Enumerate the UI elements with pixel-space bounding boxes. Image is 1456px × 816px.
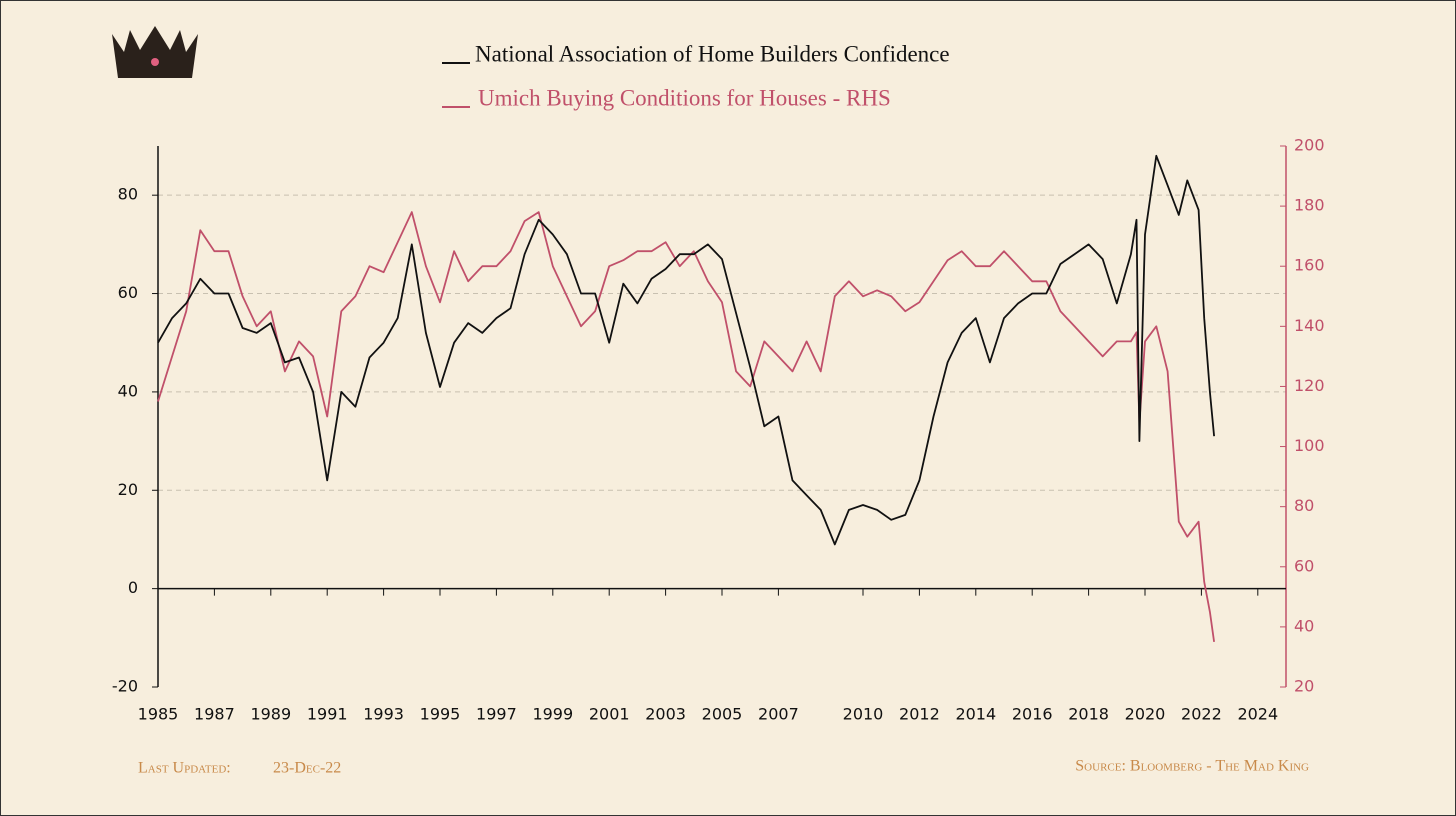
x-tick-label: 2014 [955,705,996,724]
y-tick-label: 20 [118,480,138,499]
y2-tick-label: 80 [1294,496,1314,515]
x-tick-label: 1999 [532,705,573,724]
x-tick-label: 2022 [1181,705,1222,724]
y2-tick-label: 180 [1294,196,1325,215]
x-tick-label: 2018 [1068,705,1109,724]
y2-tick-label: 20 [1294,677,1314,696]
x-tick-label: 1987 [194,705,235,724]
y2-tick-label: 40 [1294,616,1314,635]
y2-tick-label: 200 [1294,136,1325,155]
y-tick-label: 0 [128,578,138,597]
y2-tick-label: 120 [1294,376,1325,395]
x-tick-label: 2016 [1012,705,1053,724]
x-tick-label: 2007 [758,705,799,724]
y-tick-label: 80 [118,185,138,204]
y-tick-label: -20 [112,677,138,696]
x-tick-label: 2012 [899,705,940,724]
x-tick-label: 2001 [589,705,630,724]
x-tick-label: 1993 [363,705,404,724]
x-tick-label: 1997 [476,705,517,724]
series-line [157,211,1215,643]
x-tick-label: 1985 [138,705,179,724]
footer-label: Last Updated: [138,760,231,777]
y2-tick-label: 100 [1294,436,1325,455]
footer-source: Source: Bloomberg - The Mad King [1075,758,1309,775]
x-tick-label: 1989 [250,705,291,724]
x-tick-label: 2003 [645,705,686,724]
crown-logo [112,26,198,78]
y2-tick-label: 140 [1294,316,1325,335]
y2-tick-label: 160 [1294,256,1325,275]
x-tick-label: 1995 [420,705,461,724]
series-line [157,154,1215,546]
x-tick-label: 1991 [307,705,348,724]
y-tick-label: 40 [118,381,138,400]
x-tick-label: 2005 [702,705,743,724]
legend-label: Umich Buying Conditions for Houses - RHS [478,85,891,110]
footer-date: 23-Dec-22 [273,760,341,777]
x-tick-label: 2024 [1237,705,1278,724]
y-tick-label: 60 [118,283,138,302]
legend-label: National Association of Home Builders Co… [475,41,950,66]
x-tick-label: 2010 [843,705,884,724]
x-tick-label: 2020 [1125,705,1166,724]
y2-tick-label: 60 [1294,556,1314,575]
